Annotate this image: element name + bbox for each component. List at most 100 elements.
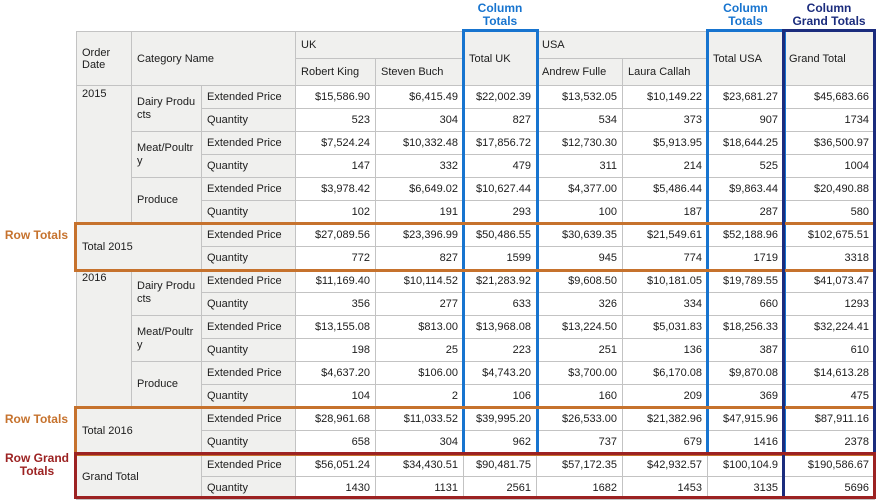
value-cell[interactable]: 356 bbox=[295, 292, 377, 316]
member-header-laura-callah[interactable]: Laura Callah bbox=[622, 58, 709, 86]
value-cell[interactable]: $14,613.28 bbox=[783, 361, 876, 385]
value-cell[interactable]: 136 bbox=[622, 338, 709, 362]
measure-label-cell[interactable]: Quantity bbox=[200, 246, 297, 270]
value-cell[interactable]: 104 bbox=[295, 384, 377, 408]
value-cell[interactable]: $57,172.35 bbox=[536, 453, 624, 477]
value-cell[interactable]: 1430 bbox=[295, 476, 377, 500]
value-cell[interactable]: $13,532.05 bbox=[536, 85, 624, 109]
value-cell[interactable]: $36,500.97 bbox=[783, 131, 876, 155]
value-cell[interactable]: $10,149.22 bbox=[622, 85, 709, 109]
measure-label-cell[interactable]: Extended Price bbox=[200, 177, 297, 201]
value-cell[interactable]: $17,856.72 bbox=[463, 131, 538, 155]
value-cell[interactable]: $47,915.96 bbox=[707, 407, 785, 431]
value-cell[interactable]: 633 bbox=[463, 292, 538, 316]
value-cell[interactable]: 737 bbox=[536, 430, 624, 454]
value-cell[interactable]: $10,332.48 bbox=[375, 131, 465, 155]
value-cell[interactable]: $813.00 bbox=[375, 315, 465, 339]
value-cell[interactable]: 534 bbox=[536, 108, 624, 132]
measure-label-cell[interactable]: Extended Price bbox=[200, 131, 297, 155]
measure-label-cell[interactable]: Extended Price bbox=[200, 223, 297, 247]
value-cell[interactable]: 479 bbox=[463, 154, 538, 178]
grand-total-label-cell[interactable]: Grand Total bbox=[76, 453, 202, 500]
value-cell[interactable]: 387 bbox=[707, 338, 785, 362]
value-cell[interactable]: $20,490.88 bbox=[783, 177, 876, 201]
value-cell[interactable]: 1131 bbox=[375, 476, 465, 500]
value-cell[interactable]: $102,675.51 bbox=[783, 223, 876, 247]
value-cell[interactable]: 369 bbox=[707, 384, 785, 408]
value-cell[interactable]: 774 bbox=[622, 246, 709, 270]
value-cell[interactable]: $3,700.00 bbox=[536, 361, 624, 385]
value-cell[interactable]: $100,104.9 bbox=[707, 453, 785, 477]
value-cell[interactable]: $18,644.25 bbox=[707, 131, 785, 155]
value-cell[interactable]: 658 bbox=[295, 430, 377, 454]
value-cell[interactable]: $23,396.99 bbox=[375, 223, 465, 247]
value-cell[interactable]: 287 bbox=[707, 200, 785, 224]
year-cell[interactable]: 2015 bbox=[76, 85, 132, 224]
total-uk-header[interactable]: Total UK bbox=[463, 31, 538, 86]
value-cell[interactable]: $87,911.16 bbox=[783, 407, 876, 431]
value-cell[interactable]: 523 bbox=[295, 108, 377, 132]
value-cell[interactable]: 1734 bbox=[783, 108, 876, 132]
value-cell[interactable]: $10,114.52 bbox=[375, 269, 465, 293]
value-cell[interactable]: 827 bbox=[463, 108, 538, 132]
value-cell[interactable]: 326 bbox=[536, 292, 624, 316]
value-cell[interactable]: 1293 bbox=[783, 292, 876, 316]
value-cell[interactable]: $7,524.24 bbox=[295, 131, 377, 155]
value-cell[interactable]: $6,649.02 bbox=[375, 177, 465, 201]
value-cell[interactable]: 3135 bbox=[707, 476, 785, 500]
value-cell[interactable]: 1719 bbox=[707, 246, 785, 270]
measure-label-cell[interactable]: Quantity bbox=[200, 384, 297, 408]
value-cell[interactable]: 334 bbox=[622, 292, 709, 316]
value-cell[interactable]: $13,224.50 bbox=[536, 315, 624, 339]
measure-label-cell[interactable]: Extended Price bbox=[200, 407, 297, 431]
member-header-steven-buch[interactable]: Steven Buch bbox=[375, 58, 465, 86]
value-cell[interactable]: $11,033.52 bbox=[375, 407, 465, 431]
value-cell[interactable]: 1416 bbox=[707, 430, 785, 454]
value-cell[interactable]: $9,863.44 bbox=[707, 177, 785, 201]
value-cell[interactable]: $32,224.41 bbox=[783, 315, 876, 339]
value-cell[interactable]: $6,415.49 bbox=[375, 85, 465, 109]
category-cell[interactable]: Produce bbox=[131, 177, 202, 224]
value-cell[interactable]: 223 bbox=[463, 338, 538, 362]
value-cell[interactable]: $6,170.08 bbox=[622, 361, 709, 385]
order-date-header[interactable]: Order Date bbox=[76, 31, 132, 86]
value-cell[interactable]: 1004 bbox=[783, 154, 876, 178]
value-cell[interactable]: $56,051.24 bbox=[295, 453, 377, 477]
value-cell[interactable]: 660 bbox=[707, 292, 785, 316]
value-cell[interactable]: 907 bbox=[707, 108, 785, 132]
value-cell[interactable]: 311 bbox=[536, 154, 624, 178]
value-cell[interactable]: 214 bbox=[622, 154, 709, 178]
value-cell[interactable]: $21,382.96 bbox=[622, 407, 709, 431]
value-cell[interactable]: 198 bbox=[295, 338, 377, 362]
measure-label-cell[interactable]: Extended Price bbox=[200, 361, 297, 385]
value-cell[interactable]: $190,586.67 bbox=[783, 453, 876, 477]
value-cell[interactable]: 373 bbox=[622, 108, 709, 132]
value-cell[interactable]: 945 bbox=[536, 246, 624, 270]
value-cell[interactable]: 147 bbox=[295, 154, 377, 178]
value-cell[interactable]: 679 bbox=[622, 430, 709, 454]
value-cell[interactable]: 25 bbox=[375, 338, 465, 362]
value-cell[interactable]: 580 bbox=[783, 200, 876, 224]
value-cell[interactable]: 293 bbox=[463, 200, 538, 224]
measure-label-cell[interactable]: Extended Price bbox=[200, 269, 297, 293]
value-cell[interactable]: 525 bbox=[707, 154, 785, 178]
value-cell[interactable]: 209 bbox=[622, 384, 709, 408]
measure-label-cell[interactable]: Quantity bbox=[200, 292, 297, 316]
value-cell[interactable]: $4,743.20 bbox=[463, 361, 538, 385]
value-cell[interactable]: 1599 bbox=[463, 246, 538, 270]
value-cell[interactable]: 475 bbox=[783, 384, 876, 408]
value-cell[interactable]: $11,169.40 bbox=[295, 269, 377, 293]
value-cell[interactable]: 106 bbox=[463, 384, 538, 408]
value-cell[interactable]: $23,681.27 bbox=[707, 85, 785, 109]
value-cell[interactable]: 2 bbox=[375, 384, 465, 408]
value-cell[interactable]: 610 bbox=[783, 338, 876, 362]
value-cell[interactable]: $4,377.00 bbox=[536, 177, 624, 201]
measure-label-cell[interactable]: Quantity bbox=[200, 476, 297, 500]
value-cell[interactable]: $5,031.83 bbox=[622, 315, 709, 339]
measure-label-cell[interactable]: Quantity bbox=[200, 108, 297, 132]
value-cell[interactable]: 304 bbox=[375, 108, 465, 132]
value-cell[interactable]: 277 bbox=[375, 292, 465, 316]
value-cell[interactable]: $41,073.47 bbox=[783, 269, 876, 293]
measure-label-cell[interactable]: Quantity bbox=[200, 154, 297, 178]
measure-label-cell[interactable]: Extended Price bbox=[200, 453, 297, 477]
